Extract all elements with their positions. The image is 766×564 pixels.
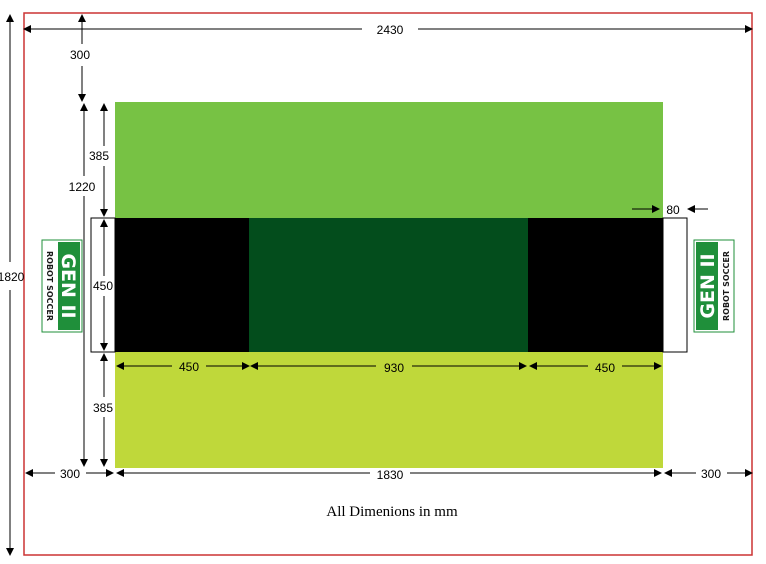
right-logo: GEN II ROBOT SOCCER xyxy=(693,239,735,333)
right-goal xyxy=(662,217,688,353)
left-goal xyxy=(90,217,116,353)
caption: All Dimenions in mm xyxy=(326,504,458,520)
left-logo-sub: ROBOT SOCCER xyxy=(45,251,54,321)
label-field-width: 1830 xyxy=(377,468,404,482)
label-goal-depth: 80 xyxy=(666,203,680,217)
label-upper-zone-height: 385 xyxy=(89,149,109,163)
label-left-margin: 300 xyxy=(60,467,80,481)
label-right-margin: 300 xyxy=(701,467,721,481)
label-lower-zone-height: 385 xyxy=(93,401,113,415)
center-zone xyxy=(249,218,528,352)
left-penalty-area xyxy=(115,218,249,352)
left-logo: GEN II ROBOT SOCCER xyxy=(41,239,83,333)
label-overall-width: 2430 xyxy=(377,23,404,37)
upper-zone xyxy=(115,102,663,218)
label-field-height: 1220 xyxy=(69,180,96,194)
right-logo-sub: ROBOT SOCCER xyxy=(722,251,731,321)
outer-border xyxy=(23,12,753,556)
right-penalty-area xyxy=(528,218,663,352)
lower-zone xyxy=(115,352,663,468)
left-logo-main: GEN II xyxy=(57,253,79,318)
label-top-margin: 300 xyxy=(70,48,90,62)
label-right-penalty-width: 450 xyxy=(595,361,615,375)
label-middle-band-height: 450 xyxy=(93,279,113,293)
label-left-penalty-width: 450 xyxy=(179,360,199,374)
right-logo-main: GEN II xyxy=(697,253,719,318)
label-overall-height: 1820 xyxy=(0,270,25,284)
label-center-width: 930 xyxy=(384,361,404,375)
